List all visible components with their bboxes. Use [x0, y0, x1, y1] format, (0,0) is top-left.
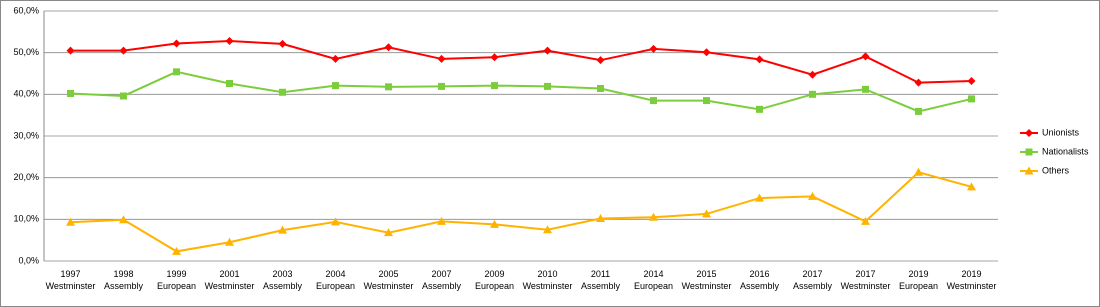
data-point	[278, 225, 287, 234]
data-point	[755, 55, 764, 64]
data-point	[279, 88, 286, 96]
data-point	[225, 237, 234, 246]
data-point	[544, 82, 551, 90]
x-tick-label: 2015 Westminster	[681, 269, 732, 291]
x-tick-label: 2011 Assembly	[580, 269, 620, 291]
x-tick-label: 2016 Assembly	[739, 269, 779, 291]
data-point	[915, 107, 922, 115]
data-point	[278, 39, 287, 48]
x-tick-label: 1998 Assembly	[103, 269, 143, 291]
data-point	[172, 39, 181, 48]
data-point	[66, 217, 75, 226]
x-tick-label: 2014 European	[633, 269, 674, 291]
x-tick-label: 2009 European	[474, 269, 515, 291]
data-point	[808, 191, 817, 200]
legend-marker	[1024, 166, 1034, 175]
x-tick-label: 2005 Westminster	[363, 269, 414, 291]
data-point	[490, 219, 499, 228]
y-tick-label: 60,0%	[13, 5, 39, 15]
data-point	[437, 54, 446, 63]
data-point	[437, 216, 446, 225]
data-point	[438, 82, 445, 90]
x-tick-label: 2019 European	[898, 269, 939, 291]
data-point	[67, 90, 74, 97]
data-point	[967, 77, 976, 85]
data-point	[119, 46, 128, 55]
x-tick-label: 2007 Assembly	[421, 269, 461, 291]
legend-marker	[1025, 148, 1033, 156]
data-point	[226, 80, 233, 87]
legend-label: Others	[1042, 165, 1070, 175]
data-point	[861, 52, 870, 61]
data-point	[490, 53, 499, 62]
x-tick-label: 2017 Westminster	[840, 269, 891, 291]
data-point	[967, 182, 976, 191]
data-point	[914, 167, 923, 176]
data-point	[756, 105, 763, 113]
data-point	[173, 68, 180, 76]
data-point	[225, 37, 234, 45]
data-point	[703, 97, 710, 105]
x-tick-label: 2010 Westminster	[522, 269, 573, 291]
data-point	[331, 217, 340, 226]
data-point	[809, 90, 816, 98]
data-point	[755, 193, 764, 202]
data-point	[861, 216, 870, 225]
legend-marker	[1025, 129, 1033, 137]
series-line	[70, 39, 972, 84]
x-tick-label: 1997 Westminster	[45, 269, 96, 291]
y-tick-label: 40,0%	[13, 89, 39, 99]
data-point	[332, 82, 339, 90]
x-tick-label: 2017 Assembly	[792, 269, 832, 291]
data-point	[650, 97, 657, 105]
y-tick-label: 30,0%	[13, 130, 39, 140]
legend-label: Nationalists	[1042, 146, 1089, 156]
series-line	[70, 171, 972, 253]
data-point	[385, 83, 392, 91]
data-point	[596, 56, 605, 65]
data-point	[649, 212, 658, 221]
data-point	[862, 85, 869, 93]
series-line	[70, 70, 972, 113]
x-tick-label: 2001 Westminster	[204, 269, 255, 291]
data-point	[596, 214, 605, 222]
x-tick-label: 2019 Westminster	[946, 269, 997, 291]
data-point	[120, 92, 127, 100]
data-point	[597, 85, 604, 92]
data-point	[384, 43, 393, 52]
data-point	[331, 54, 340, 63]
x-tick-label: 2004 European	[315, 269, 356, 291]
legend-label: Unionists	[1042, 127, 1080, 137]
x-tick-label: 1999 European	[156, 269, 197, 291]
y-tick-label: 20,0%	[13, 172, 39, 182]
data-point	[491, 82, 498, 90]
data-point	[543, 46, 552, 55]
data-point	[543, 225, 552, 234]
data-point	[172, 246, 181, 255]
data-point	[702, 48, 711, 57]
data-point	[384, 228, 393, 237]
data-point	[649, 44, 658, 53]
data-point	[66, 46, 75, 55]
y-tick-label: 10,0%	[13, 214, 39, 224]
data-point	[914, 78, 923, 87]
y-tick-label: 50,0%	[13, 47, 39, 57]
x-tick-label: 2003 Assembly	[262, 269, 302, 291]
data-point	[968, 95, 975, 103]
data-point	[808, 70, 817, 79]
data-point	[119, 215, 128, 224]
data-point	[702, 209, 711, 218]
y-tick-label: 0,0%	[18, 255, 39, 265]
